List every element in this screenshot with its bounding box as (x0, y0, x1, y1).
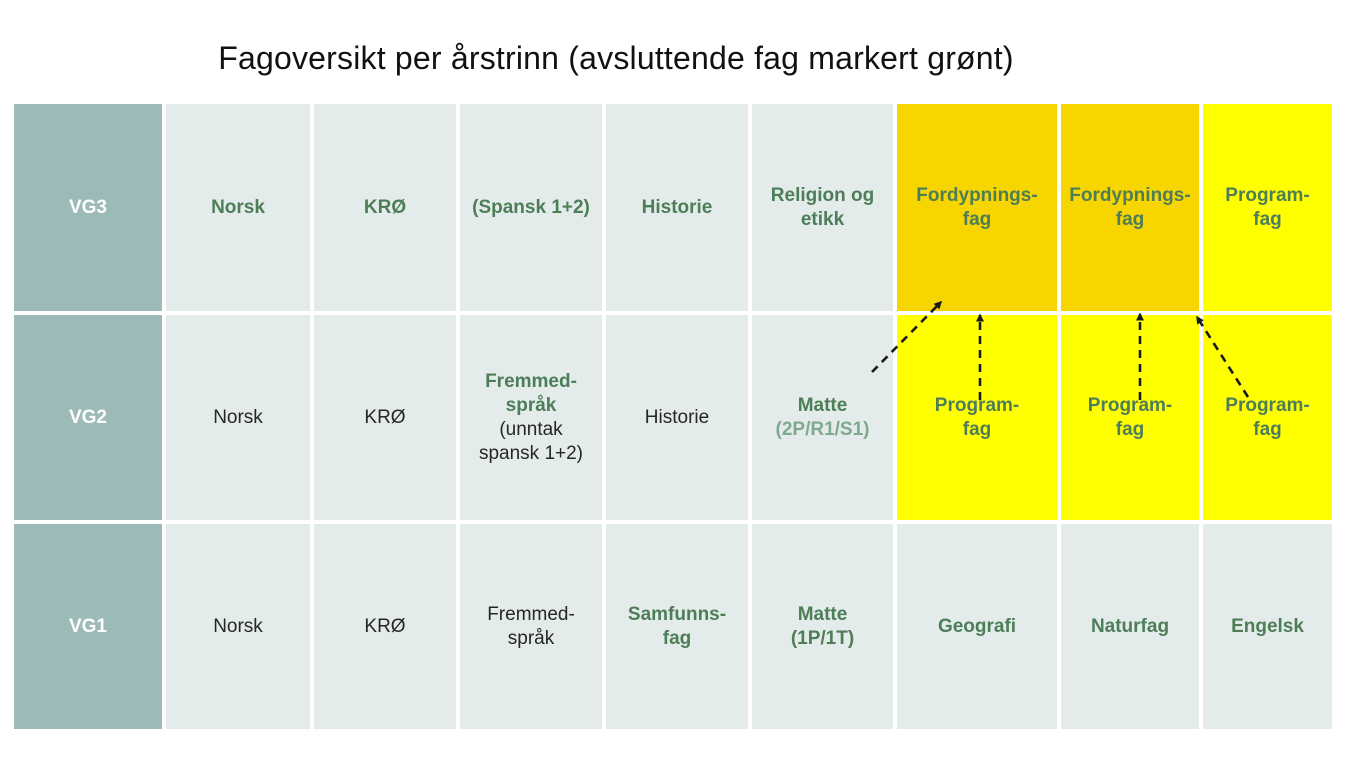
subject-cell: KRØ (314, 104, 456, 311)
subject-cell: Religion og etikk (752, 104, 893, 311)
subject-label: fag (962, 418, 992, 440)
subject-label: Religion og (770, 184, 875, 206)
grade-label: VG1 (68, 615, 108, 637)
subject-label: Fremmed- (487, 603, 575, 625)
grade-label-cell: VG1 (14, 524, 162, 729)
subject-label: Fremmed- (485, 370, 577, 392)
subject-label: Program- (934, 394, 1020, 416)
subject-cell: Geografi (897, 524, 1057, 729)
subject-cell: Program-fag (1061, 315, 1199, 520)
subject-label: Norsk (213, 406, 263, 428)
subject-cell: Norsk (166, 104, 310, 311)
subject-label: Matte (797, 394, 848, 416)
subject-label: KRØ (364, 615, 406, 637)
subject-label: KRØ (363, 196, 407, 218)
subject-cell: (Spansk 1+2) (460, 104, 602, 311)
subject-cell: Fordypnings-fag (1061, 104, 1199, 311)
subject-cell: Fremmed-språk (460, 524, 602, 729)
subject-cell: Matte (2P/R1/S1) (752, 315, 893, 520)
subject-cell: Historie (606, 104, 748, 311)
subject-cell: KRØ (314, 315, 456, 520)
subject-label: Historie (641, 196, 713, 218)
subject-cell: Fremmed-språk (unntak spansk 1+2) (460, 315, 602, 520)
subject-label: Norsk (211, 196, 265, 218)
subject-cell: Historie (606, 315, 748, 520)
subject-cell: Engelsk (1203, 524, 1332, 729)
subject-label: Program- (1225, 184, 1310, 206)
grade-label: VG2 (68, 406, 108, 428)
grade-label-cell: VG2 (14, 315, 162, 520)
subject-cell: Naturfag (1061, 524, 1199, 729)
subject-label: fag (1253, 208, 1282, 230)
subject-overview-table: VG3 Norsk KRØ (Spansk 1+2) Historie Religion … (14, 104, 1332, 729)
subject-label: Norsk (213, 615, 263, 637)
subject-label: Program- (1225, 394, 1310, 416)
subject-label: KRØ (364, 406, 406, 428)
subject-label: Geografi (937, 615, 1017, 637)
subject-cell: Program-fag (897, 315, 1057, 520)
subject-cell: Norsk (166, 315, 310, 520)
subject-cell: Fordypnings-fag (897, 104, 1057, 311)
subject-label: språk (505, 394, 557, 416)
subject-cell: KRØ (314, 524, 456, 729)
subject-label: språk (507, 627, 555, 649)
subject-label: Historie (644, 406, 710, 428)
slide-title: Fagoversikt per årstrinn (avsluttende fa… (218, 40, 1014, 76)
subject-label: Program- (1087, 394, 1173, 416)
subject-label: Fordypnings- (916, 184, 1038, 206)
subject-label: Naturfag (1090, 615, 1170, 637)
subject-label: (Spansk 1+2) (472, 196, 590, 218)
subject-label: Matte (797, 603, 848, 625)
subject-label: (1P/1T) (790, 627, 855, 649)
subject-label: spansk 1+2) (478, 442, 584, 464)
subject-cell: Norsk (166, 524, 310, 729)
subject-label: Fordypnings- (1069, 184, 1191, 206)
subject-label: etikk (800, 208, 845, 230)
subject-label: Engelsk (1231, 615, 1304, 637)
subject-label: fag (962, 208, 992, 230)
subject-label: fag (1115, 208, 1145, 230)
subject-cell: Samfunns-fag (606, 524, 748, 729)
grade-label: VG3 (68, 196, 108, 218)
subject-label: (2P/R1/S1) (775, 418, 870, 440)
subject-label: fag (662, 627, 692, 649)
subject-cell: Program-fag (1203, 315, 1332, 520)
subject-label: fag (1115, 418, 1145, 440)
subject-cell: Matte (1P/1T) (752, 524, 893, 729)
subject-cell: Program-fag (1203, 104, 1332, 311)
subject-label: Samfunns- (627, 603, 727, 625)
grade-label-cell: VG3 (14, 104, 162, 311)
subject-label: fag (1253, 418, 1282, 440)
subject-label: (unntak (499, 418, 563, 440)
